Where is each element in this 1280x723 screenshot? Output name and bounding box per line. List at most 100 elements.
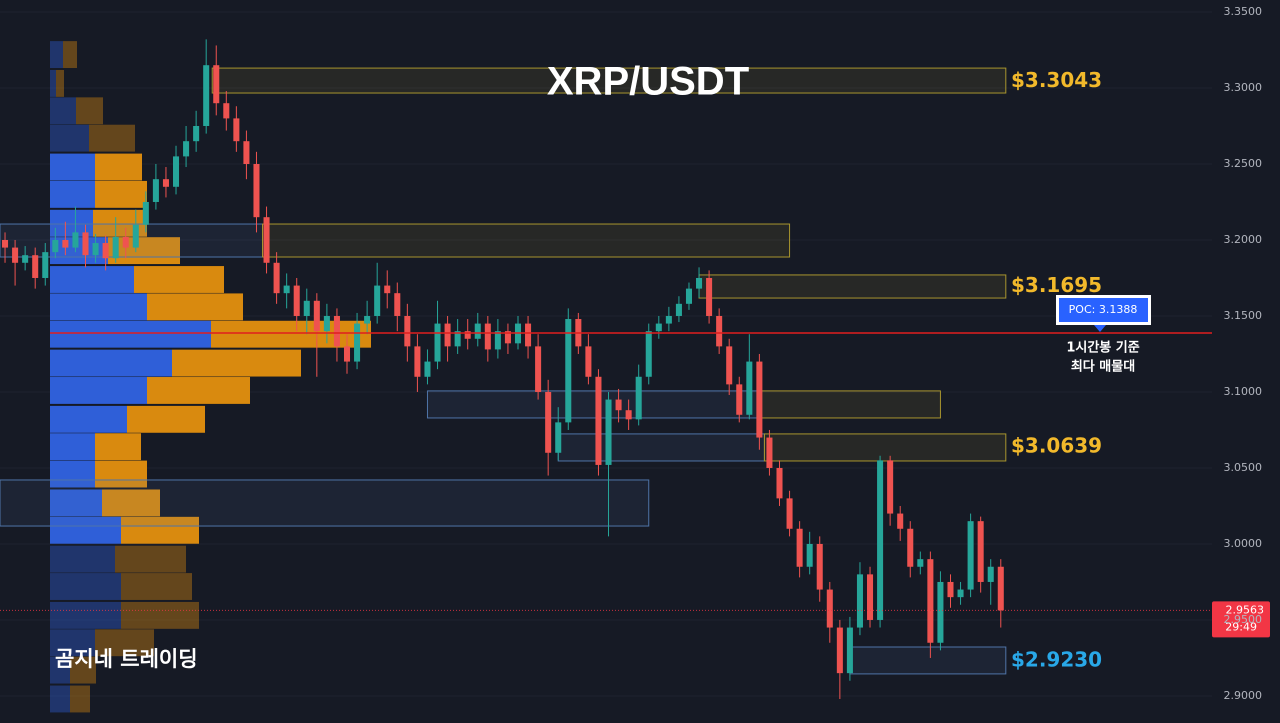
candle-body [545,391,552,453]
candle-body [696,277,703,289]
candle-body [414,346,421,377]
candle-body [766,437,773,468]
candle-body [555,422,562,453]
candle-body [424,361,431,377]
profile-sell [121,601,199,629]
zone [763,433,1007,462]
zones [0,67,1007,675]
poc-note: 최다 매물대 [1071,359,1135,375]
candle-body [193,125,200,142]
last-price-label: 2.9563 [1226,603,1265,616]
poc-label: POC: 3.1388 [1069,303,1138,316]
candles [2,39,1004,699]
candle-body [756,361,763,438]
candle-body [685,288,692,304]
y-tick-label: 3.0000 [1224,537,1263,550]
profile-buy [50,601,121,629]
candle-body [263,217,270,263]
candle-body [203,65,210,126]
watermark: 곰지네 트레이딩 [55,647,198,671]
candle-body [333,315,340,347]
y-tick-label: 2.9000 [1224,689,1263,702]
profile-sell [121,516,199,544]
candle-body [525,323,532,347]
candle-body [786,498,793,529]
profile-buy [50,349,172,377]
candle-body [162,179,169,187]
profile-buy [50,377,147,404]
profile-sell [63,41,77,69]
candle-body [364,315,371,324]
grid [0,11,1212,697]
candle-body [253,163,260,218]
candle-body [283,285,290,294]
profile-buy [50,70,56,97]
profile-sell [147,293,243,321]
profile-buy [50,405,127,433]
zone [426,390,760,419]
volume-profile [50,41,371,713]
profile-buy [50,433,95,461]
profile-sell [89,124,135,152]
poc-arrow [1094,325,1106,333]
profile-buy [50,124,89,152]
candle-body [655,323,662,332]
chart-title: XRP/USDT [547,60,749,104]
profile-sell [56,70,64,97]
profile-sell [172,349,301,377]
profile-buy [50,685,70,713]
candle-body [997,566,1004,611]
countdown: 29:49 [1225,620,1257,633]
candle-body [384,285,391,294]
candle-body [736,384,743,415]
candle-body [565,319,572,423]
candle-body [313,300,320,332]
candle-body [293,285,300,316]
candle-body [52,239,59,253]
candle-body [967,521,974,590]
candle-body [233,118,240,142]
profile-buy [50,41,63,69]
zone [698,274,1007,299]
candle-body [706,277,713,316]
zone [557,433,765,462]
profile-sell [95,433,141,461]
profile-buy [50,629,95,657]
candle-body [977,521,984,582]
profile-sell [108,237,180,265]
profile-buy [50,320,211,348]
profile-sell [70,685,90,713]
candle-body [132,224,139,248]
poc-box [1059,298,1148,323]
profile-sell [102,489,160,517]
candle-body [22,255,29,263]
profile-sell [211,320,371,348]
candle-body [303,300,310,316]
candle-body [172,156,180,187]
candle-body [504,331,511,344]
candle-body [434,323,441,362]
candle-body [836,627,843,674]
candle-body [92,243,99,256]
y-tick-label: 3.2500 [1224,157,1263,170]
candle-body [494,331,501,350]
zone [211,67,1007,94]
candle-body [464,331,471,339]
level-label: $3.0639 [1011,433,1102,457]
candle-body [62,239,69,248]
candle-body [354,323,361,362]
level-label: $3.3043 [1011,68,1102,92]
profile-sell [95,180,147,208]
candle-body [72,232,79,248]
y-tick-label: 2.9500 [1224,613,1263,626]
y-tick-label: 3.1000 [1224,385,1263,398]
candle-body [947,581,954,598]
candle-body [716,315,723,347]
candle-body [645,331,652,377]
profile-buy [50,266,134,293]
candle-body [806,543,813,567]
candle-body [726,346,733,385]
profile-buy [50,545,115,573]
